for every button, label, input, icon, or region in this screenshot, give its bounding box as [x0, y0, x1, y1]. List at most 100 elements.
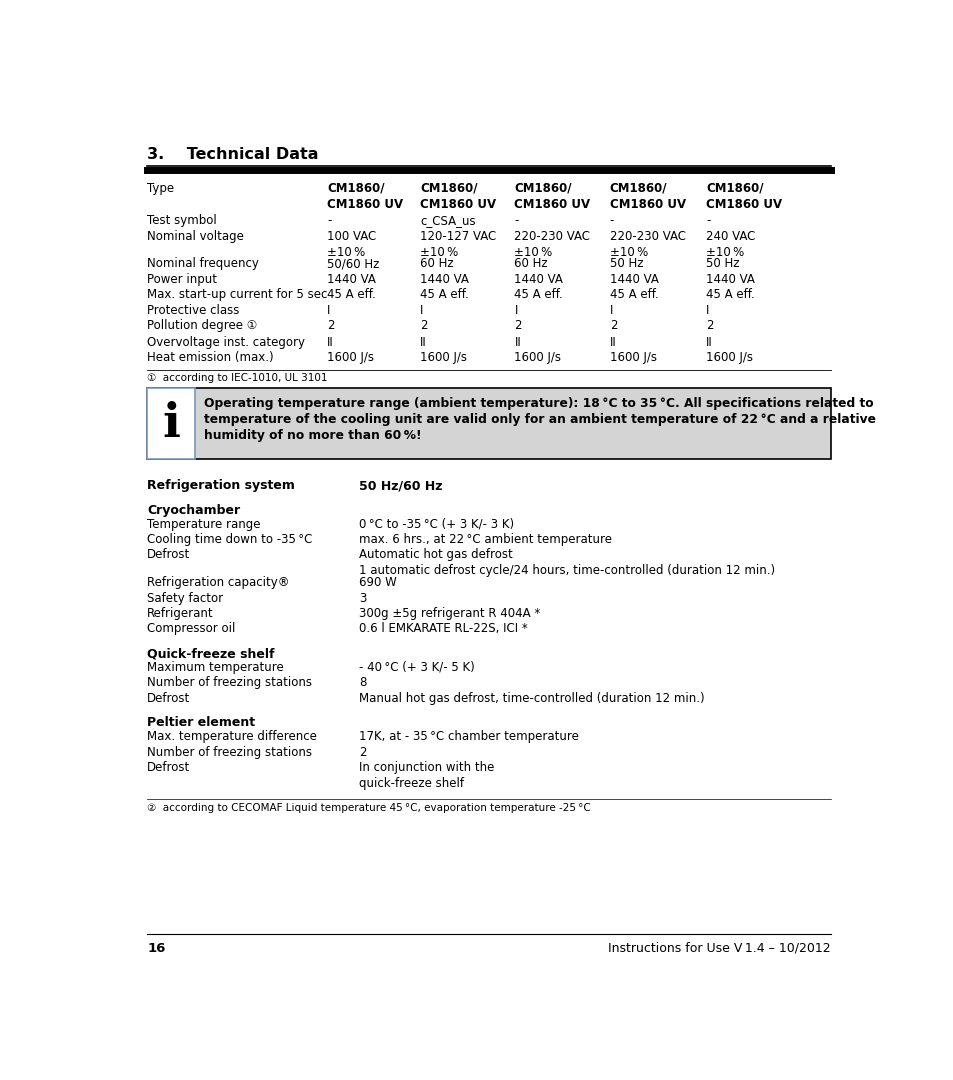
Text: Number of freezing stations: Number of freezing stations — [147, 745, 312, 758]
Text: 2: 2 — [514, 319, 521, 332]
Text: I: I — [514, 303, 517, 316]
Text: II: II — [609, 336, 616, 349]
Text: 45 A eff.: 45 A eff. — [705, 288, 754, 301]
Text: In conjunction with the
quick-freeze shelf: In conjunction with the quick-freeze she… — [359, 761, 495, 789]
Text: 0.6 l EMKARATE RL-22S, ICI *: 0.6 l EMKARATE RL-22S, ICI * — [359, 622, 528, 635]
Text: 50 Hz/60 Hz: 50 Hz/60 Hz — [359, 480, 442, 492]
Text: -: - — [705, 214, 710, 227]
Text: 60 Hz: 60 Hz — [514, 257, 548, 270]
Text: Temperature range: Temperature range — [147, 517, 260, 530]
Text: Compressor oil: Compressor oil — [147, 622, 235, 635]
Text: Heat emission (max.): Heat emission (max.) — [147, 351, 274, 364]
Text: 50/60 Hz: 50/60 Hz — [327, 257, 379, 270]
Text: i: i — [162, 401, 180, 447]
Text: 50 Hz: 50 Hz — [705, 257, 739, 270]
Text: Cooling time down to -35 °C: Cooling time down to -35 °C — [147, 534, 313, 546]
Text: Refrigeration capacity®: Refrigeration capacity® — [147, 577, 290, 590]
Text: 3: 3 — [359, 592, 367, 605]
Text: Nominal voltage: Nominal voltage — [147, 230, 244, 243]
Text: 1600 J/s: 1600 J/s — [419, 351, 466, 364]
Text: Safety factor: Safety factor — [147, 592, 223, 605]
Text: 60 Hz: 60 Hz — [419, 257, 453, 270]
Text: 3.    Technical Data: 3. Technical Data — [147, 147, 318, 162]
Text: 2: 2 — [705, 319, 713, 332]
Text: 120-127 VAC
±10 %: 120-127 VAC ±10 % — [419, 230, 496, 259]
Text: Automatic hot gas defrost
1 automatic defrost cycle/24 hours, time-controlled (d: Automatic hot gas defrost 1 automatic de… — [359, 549, 775, 578]
FancyBboxPatch shape — [147, 389, 195, 459]
Text: 1440 VA: 1440 VA — [514, 273, 563, 286]
Text: Refrigeration system: Refrigeration system — [147, 480, 294, 492]
Text: 220-230 VAC
±10 %: 220-230 VAC ±10 % — [609, 230, 685, 259]
Text: 1440 VA: 1440 VA — [419, 273, 468, 286]
Text: CM1860/
CM1860 UV: CM1860/ CM1860 UV — [327, 181, 403, 211]
Text: Maximum temperature: Maximum temperature — [147, 661, 284, 674]
Text: Test symbol: Test symbol — [147, 214, 216, 227]
Text: CM1860/
CM1860 UV: CM1860/ CM1860 UV — [705, 181, 781, 211]
Text: 8: 8 — [359, 676, 367, 689]
Text: 45 A eff.: 45 A eff. — [609, 288, 658, 301]
Text: 0 °C to -35 °C (+ 3 K/- 3 K): 0 °C to -35 °C (+ 3 K/- 3 K) — [359, 517, 514, 530]
Text: 100 VAC
±10 %: 100 VAC ±10 % — [327, 230, 375, 259]
Text: 1440 VA: 1440 VA — [705, 273, 754, 286]
Text: Type: Type — [147, 181, 174, 195]
Text: I: I — [327, 303, 330, 316]
Text: Cryochamber: Cryochamber — [147, 503, 240, 517]
Text: Quick-freeze shelf: Quick-freeze shelf — [147, 647, 274, 660]
Text: Pollution degree ①: Pollution degree ① — [147, 319, 257, 332]
Text: 2: 2 — [359, 745, 367, 758]
Text: CM1860/
CM1860 UV: CM1860/ CM1860 UV — [514, 181, 590, 211]
Text: -: - — [514, 214, 518, 227]
Text: 220-230 VAC
±10 %: 220-230 VAC ±10 % — [514, 230, 590, 259]
Text: 1600 J/s: 1600 J/s — [514, 351, 561, 364]
Text: Max. temperature difference: Max. temperature difference — [147, 730, 316, 743]
Text: 45 A eff.: 45 A eff. — [514, 288, 562, 301]
Text: 1600 J/s: 1600 J/s — [705, 351, 752, 364]
Text: c_CSA_us: c_CSA_us — [419, 214, 476, 227]
Text: -: - — [609, 214, 614, 227]
Text: Max. start-up current for 5 sec: Max. start-up current for 5 sec — [147, 288, 327, 301]
Text: I: I — [609, 303, 613, 316]
Text: -: - — [327, 214, 331, 227]
Text: Manual hot gas defrost, time-controlled (duration 12 min.): Manual hot gas defrost, time-controlled … — [359, 691, 704, 705]
Text: I: I — [419, 303, 423, 316]
Text: 2: 2 — [327, 319, 335, 332]
Text: 16: 16 — [147, 942, 166, 955]
Text: CM1860/
CM1860 UV: CM1860/ CM1860 UV — [419, 181, 496, 211]
Text: Nominal frequency: Nominal frequency — [147, 257, 259, 270]
Text: 1600 J/s: 1600 J/s — [609, 351, 656, 364]
Text: 240 VAC
±10 %: 240 VAC ±10 % — [705, 230, 755, 259]
Text: Peltier element: Peltier element — [147, 716, 255, 729]
Text: 17K, at - 35 °C chamber temperature: 17K, at - 35 °C chamber temperature — [359, 730, 578, 743]
Text: Protective class: Protective class — [147, 303, 239, 316]
Text: - 40 °C (+ 3 K/- 5 K): - 40 °C (+ 3 K/- 5 K) — [359, 661, 475, 674]
Text: I: I — [705, 303, 709, 316]
Text: CM1860/
CM1860 UV: CM1860/ CM1860 UV — [609, 181, 685, 211]
Text: Defrost: Defrost — [147, 761, 191, 774]
Text: Refrigerant: Refrigerant — [147, 607, 213, 620]
Text: II: II — [705, 336, 712, 349]
Text: Instructions for Use V 1.4 – 10/2012: Instructions for Use V 1.4 – 10/2012 — [607, 942, 830, 955]
Text: 45 A eff.: 45 A eff. — [327, 288, 375, 301]
Text: 1440 VA: 1440 VA — [609, 273, 658, 286]
Text: 50 Hz: 50 Hz — [609, 257, 642, 270]
Text: Operating temperature range (ambient temperature): 18 °C to 35 °C. All specifica: Operating temperature range (ambient tem… — [204, 396, 876, 442]
Text: ②  according to CECOMAF Liquid temperature 45 °C, evaporation temperature -25 °C: ② according to CECOMAF Liquid temperatur… — [147, 802, 590, 812]
Text: 2: 2 — [609, 319, 617, 332]
Text: 1600 J/s: 1600 J/s — [327, 351, 374, 364]
FancyBboxPatch shape — [147, 389, 830, 459]
Text: Power input: Power input — [147, 273, 217, 286]
Text: Defrost: Defrost — [147, 549, 191, 562]
Text: Number of freezing stations: Number of freezing stations — [147, 676, 312, 689]
Text: 300g ±5g refrigerant R 404A *: 300g ±5g refrigerant R 404A * — [359, 607, 540, 620]
Text: ①  according to IEC-1010, UL 3101: ① according to IEC-1010, UL 3101 — [147, 373, 327, 383]
Text: Overvoltage inst. category: Overvoltage inst. category — [147, 336, 305, 349]
Text: 1440 VA: 1440 VA — [327, 273, 375, 286]
Text: 45 A eff.: 45 A eff. — [419, 288, 468, 301]
Text: II: II — [419, 336, 426, 349]
Text: max. 6 hrs., at 22 °C ambient temperature: max. 6 hrs., at 22 °C ambient temperatur… — [359, 534, 612, 546]
Text: II: II — [514, 336, 520, 349]
Text: Defrost: Defrost — [147, 691, 191, 705]
Text: II: II — [327, 336, 334, 349]
Text: 2: 2 — [419, 319, 427, 332]
Text: 690 W: 690 W — [359, 577, 396, 590]
